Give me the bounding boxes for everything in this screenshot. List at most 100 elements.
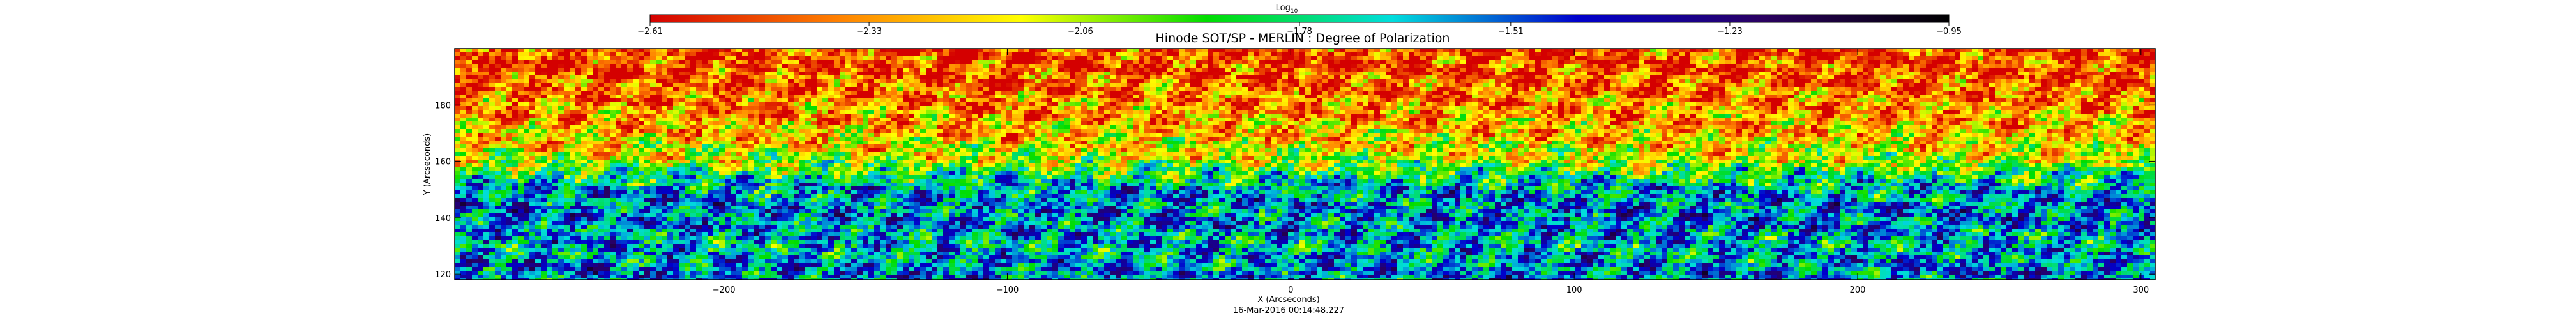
heatmap-cell xyxy=(1173,106,1179,110)
heatmap-cell xyxy=(1483,68,1490,72)
heatmap-cell xyxy=(2075,83,2082,87)
heatmap-cell xyxy=(1058,91,1064,95)
heatmap-cell xyxy=(1093,79,1099,84)
heatmap-cell xyxy=(1167,72,1174,76)
heatmap-cell xyxy=(2144,52,2151,57)
heatmap-cell xyxy=(731,60,737,65)
heatmap-cell xyxy=(1156,110,1162,114)
heatmap-cell xyxy=(2070,56,2076,61)
heatmap-cell xyxy=(587,64,593,68)
heatmap-cell xyxy=(506,49,513,53)
heatmap-cell xyxy=(1535,52,1542,57)
heatmap-cell xyxy=(1840,60,1846,65)
heatmap-cell xyxy=(1012,98,1019,103)
heatmap-cell xyxy=(1581,87,1587,91)
heatmap-cell xyxy=(1070,110,1076,114)
heatmap-cell xyxy=(616,72,622,76)
heatmap-cell xyxy=(1610,79,1616,84)
heatmap-cell xyxy=(754,64,760,68)
heatmap-cell xyxy=(1093,60,1099,65)
heatmap-cell xyxy=(2035,75,2042,80)
heatmap-cell xyxy=(2139,91,2145,95)
heatmap-cell xyxy=(1167,87,1174,91)
heatmap-cell xyxy=(782,64,789,68)
heatmap-cell xyxy=(966,95,973,99)
heatmap-cell xyxy=(1466,79,1473,84)
heatmap-cell xyxy=(1449,106,1455,110)
heatmap-cell xyxy=(1466,95,1473,99)
heatmap-cell xyxy=(754,56,760,61)
heatmap-cell xyxy=(1150,91,1156,95)
heatmap-cell xyxy=(1001,87,1007,91)
heatmap-cell xyxy=(1937,64,1944,68)
heatmap-cell xyxy=(960,75,967,80)
heatmap-cell xyxy=(547,75,553,80)
heatmap-cell xyxy=(1817,98,1823,103)
heatmap-cell xyxy=(1506,75,1513,80)
heatmap-cell xyxy=(1949,60,1955,65)
heatmap-cell xyxy=(1920,49,1927,53)
heatmap-cell xyxy=(1035,75,1042,80)
heatmap-cell xyxy=(1696,102,1702,107)
heatmap-cell xyxy=(2150,56,2155,61)
heatmap-cell xyxy=(639,75,645,80)
heatmap-cell xyxy=(2052,60,2059,65)
heatmap-cell xyxy=(1443,102,1450,107)
heatmap-cell xyxy=(1414,83,1421,87)
heatmap-cell xyxy=(1437,72,1444,76)
heatmap-cell xyxy=(1955,68,1961,72)
heatmap-cell xyxy=(788,102,794,107)
heatmap-cell xyxy=(799,68,806,72)
heatmap-cell xyxy=(1736,68,1743,72)
heatmap-cell xyxy=(719,56,725,61)
heatmap-cell xyxy=(932,102,938,107)
heatmap-cell xyxy=(1190,52,1197,57)
heatmap-cell xyxy=(943,95,950,99)
heatmap-cell xyxy=(1340,102,1346,107)
heatmap-cell xyxy=(1851,95,1858,99)
heatmap-cell xyxy=(1162,75,1168,80)
heatmap-cell xyxy=(1667,102,1674,107)
heatmap-cell xyxy=(1794,79,1800,84)
heatmap-cell xyxy=(1081,60,1087,65)
heatmap-cell xyxy=(524,91,530,95)
heatmap-cell xyxy=(1179,52,1185,57)
heatmap-cell xyxy=(1041,87,1047,91)
heatmap-cell xyxy=(564,91,570,95)
heatmap-cell xyxy=(1788,91,1794,95)
heatmap-cell xyxy=(1937,56,1944,61)
heatmap-cell xyxy=(621,98,628,103)
heatmap-cell xyxy=(1788,56,1794,61)
heatmap-cell xyxy=(1650,75,1656,80)
heatmap-cell xyxy=(1811,110,1817,114)
heatmap-cell xyxy=(926,52,932,57)
heatmap-cell xyxy=(851,60,858,65)
heatmap-cell xyxy=(1029,68,1036,72)
heatmap-cell xyxy=(1782,91,1789,95)
heatmap-cell xyxy=(1299,60,1306,65)
heatmap-cell xyxy=(1742,52,1748,57)
heatmap-cell xyxy=(886,79,892,84)
heatmap-cell xyxy=(1466,68,1473,72)
heatmap-cell xyxy=(1805,83,1812,87)
heatmap-cell xyxy=(610,72,616,76)
heatmap-cell xyxy=(1690,98,1697,103)
heatmap-cell xyxy=(1736,60,1743,65)
heatmap-cell xyxy=(650,64,656,68)
heatmap-cell xyxy=(874,91,881,95)
heatmap-cell xyxy=(1104,79,1110,84)
heatmap-cell xyxy=(495,102,501,107)
heatmap-cell xyxy=(512,49,519,53)
heatmap-cell xyxy=(1236,75,1243,80)
heatmap-cell xyxy=(1110,87,1116,91)
heatmap-cell xyxy=(1593,110,1599,114)
heatmap-cell xyxy=(1690,56,1697,61)
heatmap-cell xyxy=(983,102,990,107)
heatmap-cell xyxy=(1995,98,2001,103)
heatmap-cell xyxy=(1639,102,1645,107)
heatmap-cell xyxy=(1167,64,1174,68)
heatmap-cell xyxy=(1604,91,1610,95)
heatmap-cell xyxy=(1932,56,1938,61)
heatmap-cell xyxy=(1535,110,1542,114)
heatmap-cell xyxy=(1558,91,1565,95)
